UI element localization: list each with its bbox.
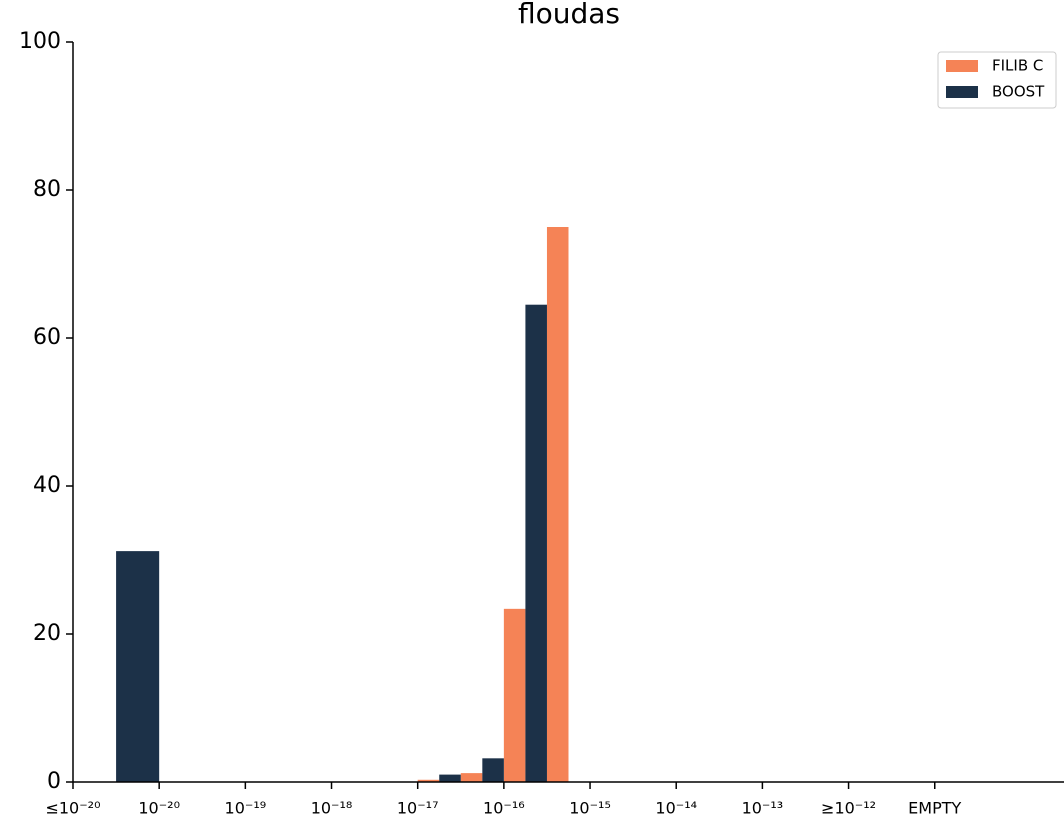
- bar: [525, 304, 547, 782]
- y-tick-label: 0: [47, 769, 61, 794]
- bar: [460, 773, 483, 782]
- legend-swatch: [946, 86, 978, 98]
- bar: [417, 779, 440, 782]
- x-tick-label: 10⁻¹⁹: [225, 799, 267, 818]
- x-tick-label: 10⁻¹³: [742, 799, 784, 818]
- x-tick-label: 10⁻²⁰: [138, 799, 180, 818]
- x-tick-label: EMPTY: [908, 799, 961, 818]
- x-tick-label: 10⁻¹⁴: [655, 799, 697, 818]
- y-tick-label: 40: [33, 473, 61, 498]
- x-tick-label: 10⁻¹⁷: [397, 799, 439, 818]
- x-tick-label: 10⁻¹⁶: [483, 799, 525, 818]
- bar: [482, 758, 504, 782]
- y-tick-label: 80: [33, 177, 61, 202]
- bar: [503, 608, 526, 782]
- x-tick-label: ≥10⁻¹²: [821, 799, 876, 818]
- y-tick-label: 20: [33, 621, 61, 646]
- bar: [116, 551, 160, 782]
- legend-label: BOOST: [992, 83, 1045, 101]
- legend-swatch: [946, 60, 978, 72]
- y-tick-label: 60: [33, 325, 61, 350]
- x-tick-label: ≤10⁻²⁰: [45, 799, 100, 818]
- chart-title: floudas: [518, 0, 620, 30]
- x-tick-label: 10⁻¹⁸: [311, 799, 353, 818]
- x-tick-label: 10⁻¹⁵: [569, 799, 611, 818]
- y-tick-label: 100: [19, 29, 61, 54]
- legend-label: FILIB C: [992, 57, 1043, 75]
- bar: [439, 774, 461, 782]
- bar: [546, 227, 569, 782]
